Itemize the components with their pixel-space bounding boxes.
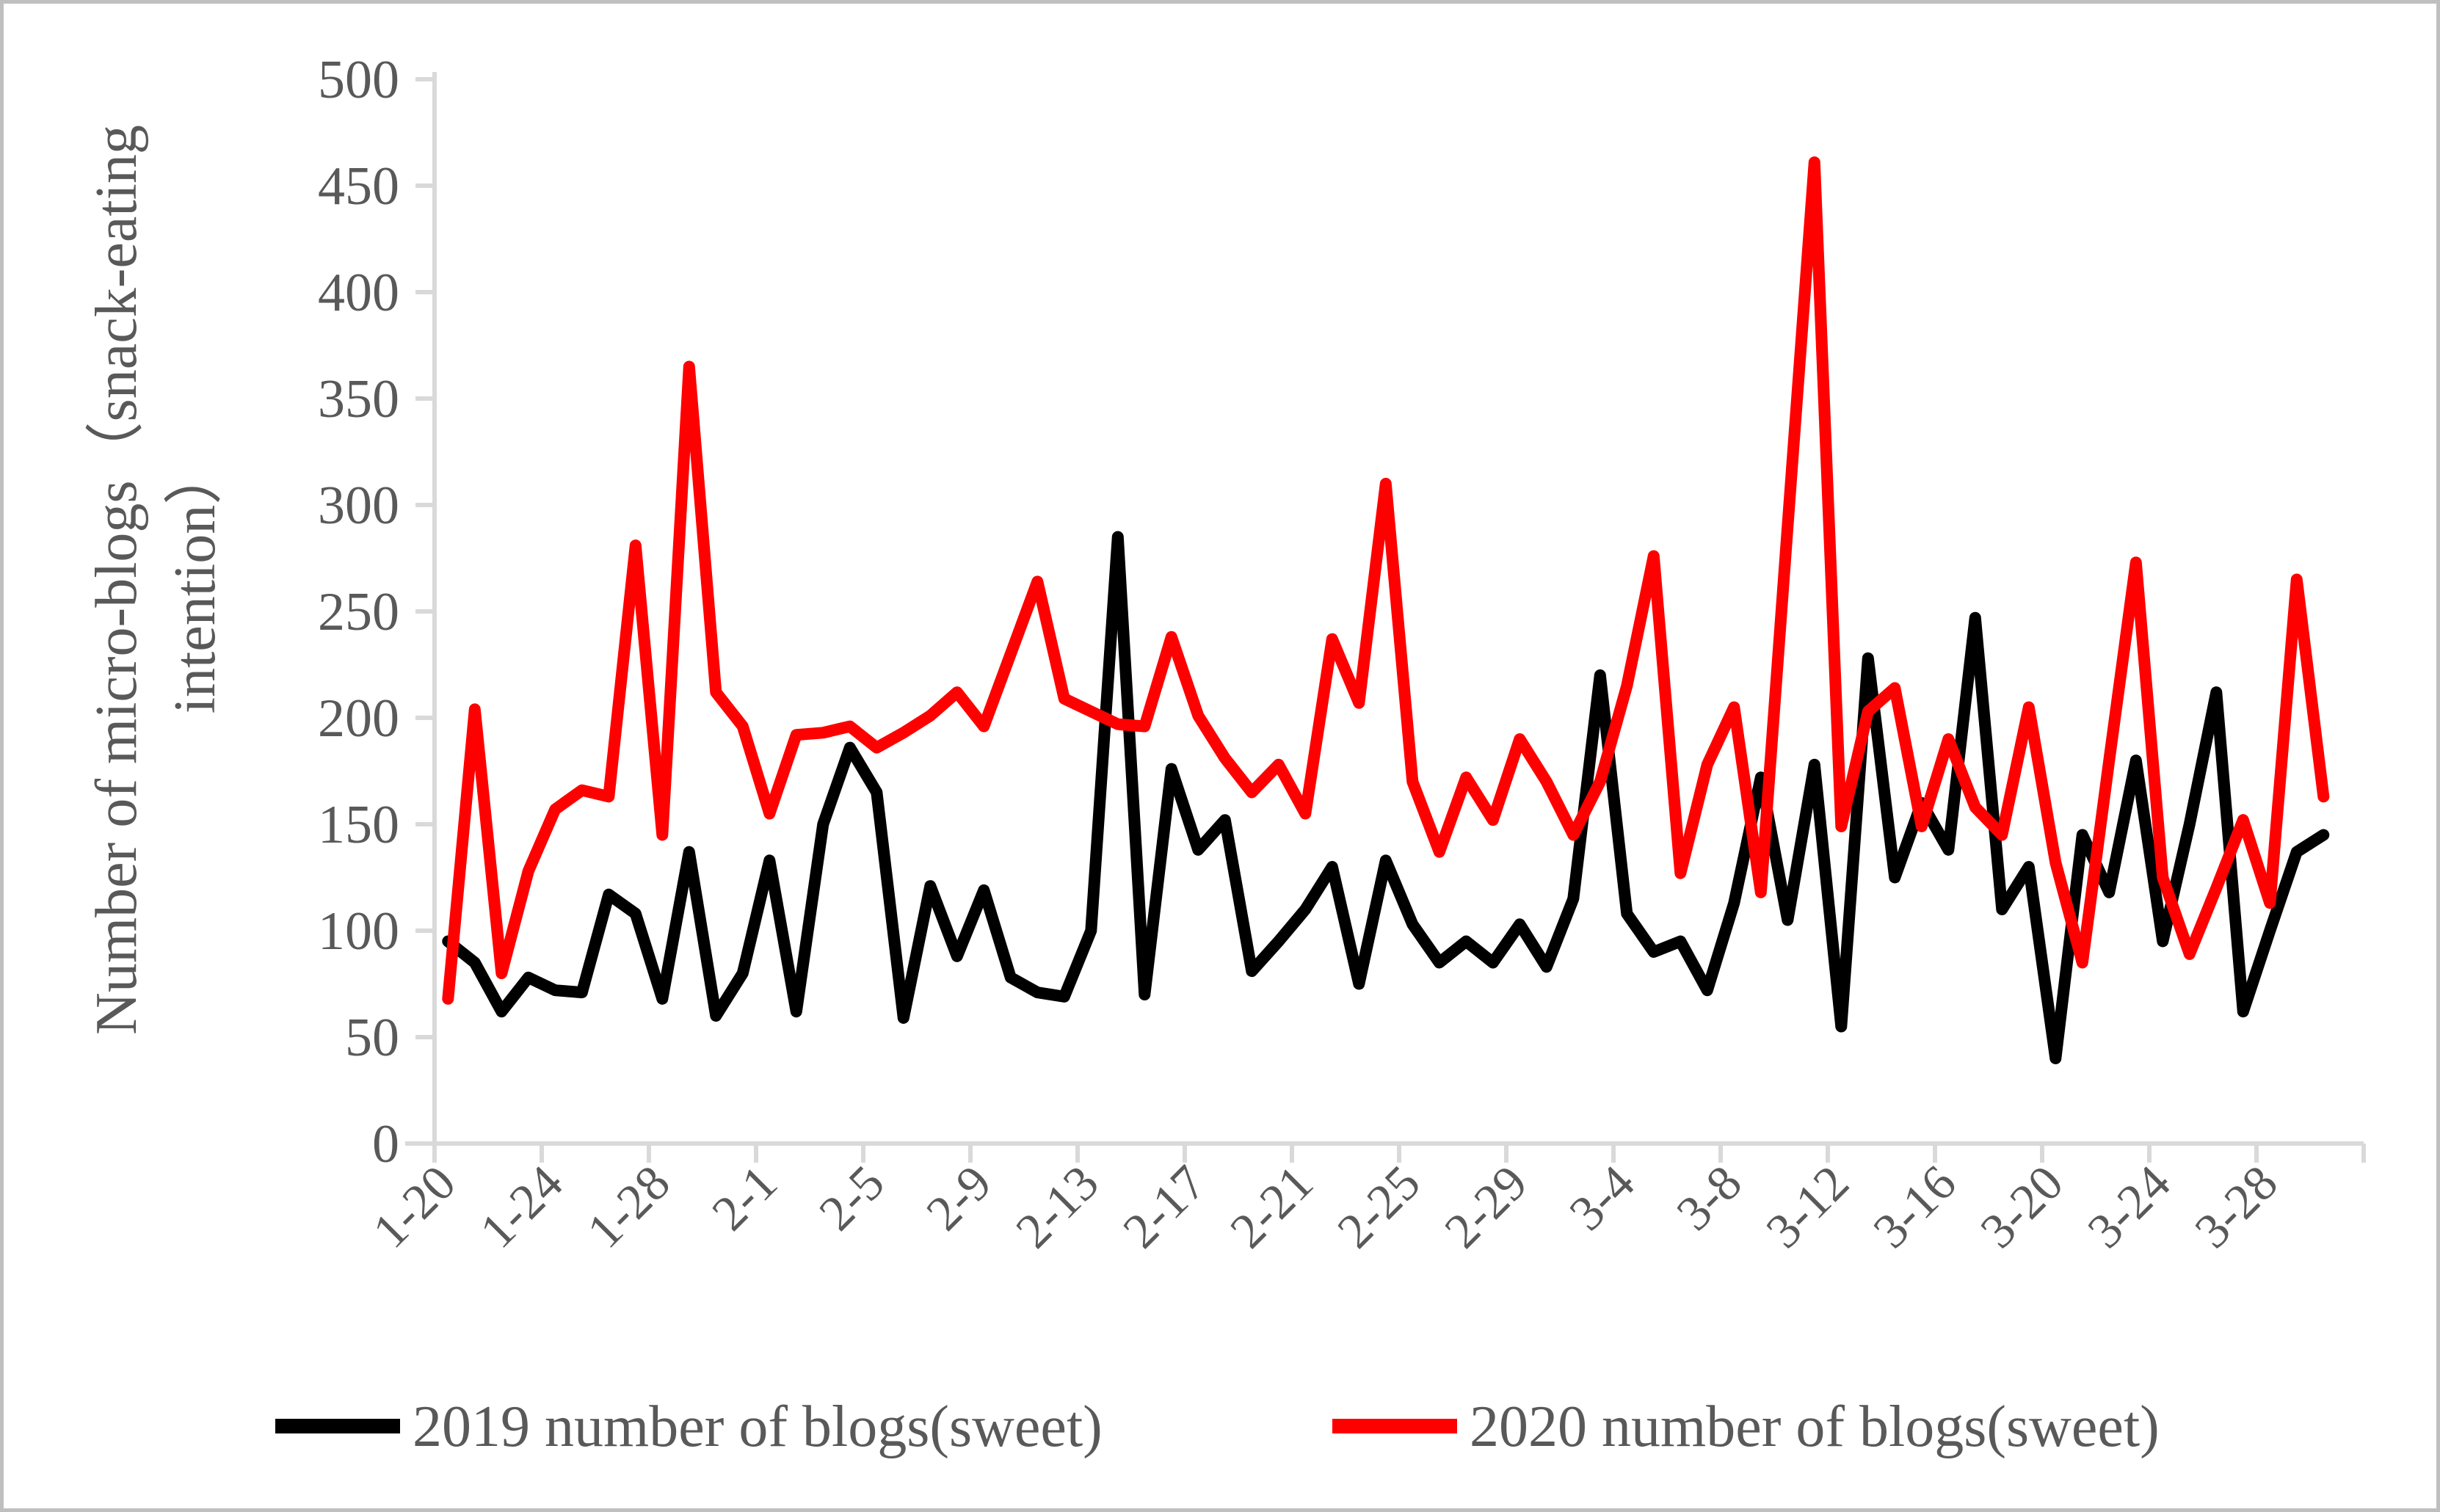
x-tick-label: 3-12	[1755, 1155, 1859, 1259]
x-tick-label: 2-9	[915, 1155, 1002, 1241]
y-tick-label: 200	[318, 688, 399, 749]
y-axis-title-line1: Number of micro-blogs（snack-eating	[84, 125, 149, 1035]
x-tick-label: 3-24	[2077, 1155, 2181, 1259]
y-tick-label: 500	[318, 50, 399, 110]
x-tick-label: 3-4	[1558, 1155, 1645, 1241]
y-tick-label: 150	[318, 795, 399, 855]
x-tick-label: 2-5	[808, 1155, 895, 1241]
x-tick-label: 2-25	[1326, 1155, 1431, 1259]
legend-2019-label: 2019 number of blogs(sweet)	[413, 1395, 1103, 1459]
series-2019-line	[442, 531, 2330, 1064]
legend: 2019 number of blogs(sweet) 2020 number …	[275, 1395, 2160, 1459]
x-tick-label: 2-29	[1434, 1155, 1538, 1259]
y-tick-label: 0	[372, 1114, 399, 1174]
axes	[405, 72, 2366, 1163]
y-axis-title-line2: intention）	[163, 446, 228, 713]
x-axis-tick-labels: 1-20 1-24 1-28 2-1 2-5 2-9 2-13 2-17 2-21 2-25 2-2…	[362, 1155, 2288, 1259]
y-tick-label: 350	[318, 369, 399, 429]
y-axis-tick-labels: 0 50 100 150 200 250 300 350 400 450 500	[318, 50, 399, 1174]
x-tick-label: 3-20	[1969, 1155, 2074, 1259]
legend-2020-label: 2020 number of blogs(sweet)	[1470, 1395, 2160, 1459]
x-tick-label: 3-28	[2184, 1155, 2288, 1259]
data-series	[442, 156, 2330, 1064]
y-tick-label: 50	[345, 1008, 399, 1068]
y-tick-label: 400	[318, 263, 399, 323]
x-tick-label: 3-8	[1666, 1155, 1752, 1241]
y-tick-label: 250	[318, 582, 399, 642]
x-tick-label: 2-1	[701, 1155, 788, 1241]
y-tick-label: 300	[318, 476, 399, 536]
y-tick-label: 100	[318, 901, 399, 962]
x-tick-label: 2-13	[1005, 1155, 1109, 1259]
y-tick-label: 450	[318, 156, 399, 217]
series-2020-line	[442, 156, 2330, 1005]
x-tick-label: 2-21	[1219, 1155, 1324, 1259]
x-tick-label: 3-16	[1862, 1155, 1967, 1259]
x-tick-label: 1-28	[576, 1155, 680, 1259]
x-tick-label: 1-24	[469, 1155, 573, 1259]
y-axis-title: Number of micro-blogs（snack-eating inten…	[84, 125, 228, 1035]
x-tick-label: 2-17	[1112, 1155, 1216, 1259]
